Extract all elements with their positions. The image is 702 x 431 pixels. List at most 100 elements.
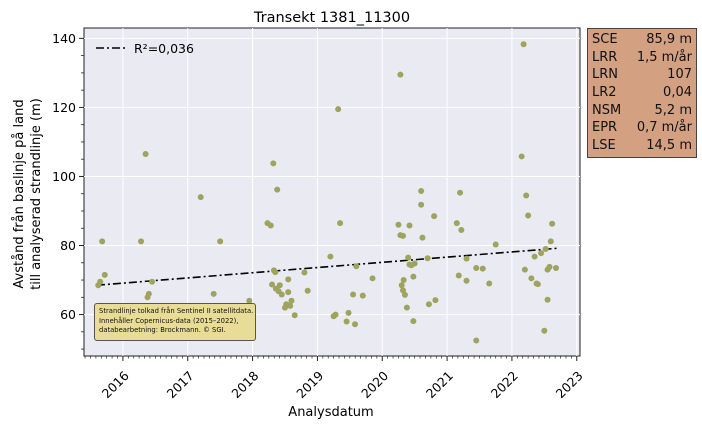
x-tick-label: 2022	[488, 368, 521, 401]
y-tick-label: 140	[52, 31, 76, 46]
data-point	[463, 255, 470, 262]
data-point	[304, 287, 311, 294]
stat-key: EPR	[592, 120, 618, 136]
data-point	[405, 254, 412, 261]
data-point	[546, 263, 553, 270]
stat-row: LSE 14,5 m	[592, 137, 692, 155]
note-line: databearbetning: Brockmann. © SGI.	[99, 326, 226, 334]
y-axis-label-line-1: Avstånd från baslinje på land	[12, 99, 27, 288]
data-point	[473, 264, 480, 271]
data-point	[327, 253, 334, 260]
data-point	[369, 275, 376, 282]
data-point	[531, 253, 538, 260]
data-point	[399, 232, 406, 239]
data-point	[144, 294, 151, 301]
stat-value: 1,5 m/år	[636, 49, 692, 65]
stat-row: LRN 107	[592, 66, 692, 84]
data-point	[142, 151, 149, 158]
data-point	[287, 302, 294, 309]
data-point	[419, 234, 426, 241]
data-point	[210, 290, 217, 297]
data-point	[399, 287, 406, 294]
data-point	[424, 255, 431, 262]
data-point	[458, 226, 465, 233]
data-point	[425, 301, 432, 308]
trend-line	[96, 247, 558, 287]
data-point	[197, 194, 204, 201]
data-point	[431, 213, 438, 220]
data-point	[549, 220, 556, 227]
data-point	[359, 292, 366, 299]
x-tick-label: 2018	[228, 368, 261, 401]
data-point	[97, 278, 104, 285]
data-point	[343, 318, 350, 325]
data-point	[301, 269, 308, 276]
y-tick-label: 120	[52, 100, 76, 115]
plot-area	[83, 27, 581, 357]
data-point	[337, 220, 344, 227]
legend-label: R²=0,036	[134, 41, 194, 56]
stat-row: LRR 1,5 m/år	[592, 49, 692, 67]
data-point	[352, 321, 359, 328]
note-line: Innehåller Copernicus-data (2015–2022),	[99, 316, 239, 325]
x-tick-label: 2023	[553, 368, 586, 401]
data-point	[544, 296, 551, 303]
data-point	[395, 221, 402, 228]
stat-key: LRR	[592, 49, 618, 65]
data-point	[291, 312, 298, 319]
stat-value: 14,5 m	[646, 138, 692, 154]
x-tick-label: 2020	[358, 368, 391, 401]
data-point	[401, 291, 408, 298]
data-point	[99, 238, 106, 245]
data-point	[518, 153, 525, 160]
data-point	[269, 281, 276, 288]
data-point	[345, 309, 352, 316]
stat-value: 85,9 m	[646, 32, 692, 47]
stat-row: NSM 5,2 m	[592, 102, 692, 120]
data-point	[463, 277, 470, 284]
x-tick-label: 2016	[99, 368, 132, 401]
data-point	[553, 264, 560, 271]
note-line: Strandlinje tolkad från Sentinel II sate…	[99, 307, 254, 315]
data-point	[217, 238, 224, 245]
stat-key: SCE	[592, 32, 618, 47]
stat-value: 5,2 m	[654, 102, 692, 118]
y-tick-label: 80	[60, 238, 76, 253]
data-point	[278, 291, 285, 298]
data-point	[418, 201, 425, 208]
x-tick-label: 2017	[164, 368, 197, 401]
data-point	[285, 276, 292, 283]
data-point	[353, 263, 360, 270]
x-tick-label: 2021	[423, 368, 456, 401]
data-point	[138, 238, 145, 245]
data-point	[521, 266, 528, 273]
data-point	[418, 187, 425, 194]
trend-layer	[96, 247, 558, 287]
data-point	[523, 192, 530, 199]
data-point	[335, 106, 342, 113]
data-point	[397, 71, 404, 78]
data-point	[528, 275, 535, 282]
data-point	[149, 278, 156, 285]
data-point	[473, 337, 480, 344]
data-point	[410, 273, 417, 280]
legend: R²=0,036	[96, 41, 194, 56]
points-layer	[95, 41, 560, 344]
data-point	[538, 250, 545, 257]
stat-key: LRN	[592, 67, 618, 83]
data-point	[411, 260, 418, 267]
stat-key: LSE	[592, 138, 616, 154]
stat-key: NSM	[592, 102, 622, 118]
data-point	[332, 311, 339, 318]
data-point	[350, 291, 357, 298]
data-point	[492, 241, 499, 248]
y-tick-label: 100	[52, 169, 76, 184]
data-point	[270, 160, 277, 167]
data-point	[272, 269, 279, 276]
y-tick-label: 60	[60, 307, 76, 322]
x-axis-label: Analysdatum	[288, 405, 373, 420]
data-point	[246, 297, 253, 304]
data-point	[520, 41, 527, 48]
data-point	[453, 220, 460, 227]
